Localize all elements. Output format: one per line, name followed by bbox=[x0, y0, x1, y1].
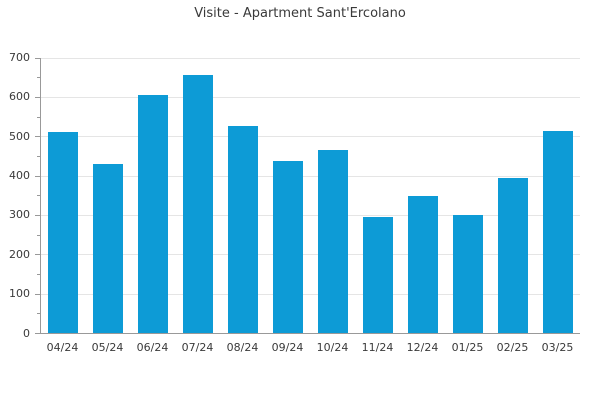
y-tick-label: 200 bbox=[9, 247, 30, 261]
y-tick-label: 700 bbox=[9, 51, 30, 64]
y-minor-tick bbox=[37, 77, 40, 79]
y-minor-tick bbox=[37, 155, 40, 157]
y-major-tick bbox=[35, 175, 40, 177]
x-tick-label: 11/24 bbox=[361, 341, 394, 354]
y-tick-label: 300 bbox=[9, 208, 30, 222]
y-tick-label: 100 bbox=[9, 287, 30, 301]
x-tick-label: 03/25 bbox=[541, 341, 574, 354]
bar bbox=[362, 216, 393, 333]
x-tick-label: 06/24 bbox=[136, 341, 169, 354]
y-major-tick bbox=[35, 254, 40, 256]
y-minor-tick bbox=[37, 313, 40, 315]
y-major-tick bbox=[35, 214, 40, 216]
bar bbox=[92, 163, 123, 333]
gridline bbox=[40, 214, 580, 216]
y-minor-tick bbox=[37, 116, 40, 118]
bar bbox=[182, 75, 213, 333]
bar bbox=[497, 177, 528, 333]
y-tick-label: 400 bbox=[9, 169, 30, 183]
y-major-tick bbox=[35, 333, 40, 334]
x-tick-label: 07/24 bbox=[181, 341, 214, 354]
gridline bbox=[40, 57, 580, 59]
y-minor-tick bbox=[37, 274, 40, 275]
x-tick-label: 08/24 bbox=[226, 341, 259, 354]
gridline bbox=[40, 96, 580, 98]
gridline bbox=[40, 175, 580, 177]
x-tick-label: 05/24 bbox=[91, 341, 124, 354]
bar bbox=[137, 94, 168, 333]
y-major-tick bbox=[35, 293, 40, 295]
gridline bbox=[40, 293, 580, 295]
y-major-tick bbox=[35, 136, 40, 138]
bar bbox=[407, 196, 438, 333]
bar bbox=[227, 125, 258, 333]
y-tick-label: 500 bbox=[9, 129, 30, 143]
y-major-tick bbox=[35, 57, 40, 59]
y-major-tick bbox=[35, 96, 40, 98]
bar bbox=[317, 150, 348, 333]
x-tick-label: 02/25 bbox=[496, 341, 529, 354]
x-tick-label: 12/24 bbox=[406, 341, 439, 354]
x-tick-label: 04/24 bbox=[46, 341, 79, 354]
y-axis-line bbox=[40, 57, 41, 333]
y-minor-tick bbox=[37, 234, 40, 236]
bar bbox=[47, 132, 78, 333]
bar bbox=[272, 161, 303, 333]
x-tick-label: 10/24 bbox=[316, 341, 349, 354]
y-minor-tick bbox=[37, 195, 40, 197]
chart-title: Visite - Apartment Sant'Ercolano bbox=[194, 6, 406, 21]
gridline bbox=[40, 136, 580, 138]
y-tick-label: 600 bbox=[9, 90, 30, 104]
bar bbox=[542, 131, 573, 333]
x-tick-label: 01/25 bbox=[451, 341, 484, 354]
y-tick-label: 0 bbox=[23, 326, 30, 340]
gridline bbox=[40, 254, 580, 256]
x-axis-line bbox=[40, 333, 580, 334]
bar bbox=[452, 214, 483, 333]
x-tick-label: 09/24 bbox=[271, 341, 304, 354]
